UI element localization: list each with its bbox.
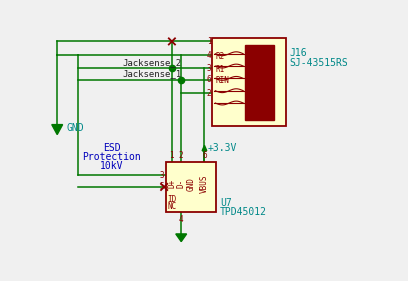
Text: SJ-43515RS: SJ-43515RS <box>290 58 348 68</box>
Text: 4: 4 <box>207 51 211 60</box>
Text: 1: 1 <box>170 151 174 160</box>
Text: ID: ID <box>167 195 177 204</box>
Polygon shape <box>52 124 62 135</box>
Text: 5: 5 <box>160 182 164 191</box>
Text: +3.3V: +3.3V <box>208 143 237 153</box>
Text: ESD: ESD <box>103 143 120 153</box>
Text: 6: 6 <box>207 75 211 84</box>
Text: J16: J16 <box>290 48 307 58</box>
Text: 3: 3 <box>160 171 164 180</box>
Text: R2: R2 <box>215 52 224 61</box>
Text: U7: U7 <box>220 198 232 208</box>
Text: 2: 2 <box>207 89 211 98</box>
Text: 4: 4 <box>179 216 184 225</box>
Text: RIN: RIN <box>215 76 229 85</box>
Text: D-: D- <box>177 179 186 189</box>
Text: 3: 3 <box>207 64 211 73</box>
Bar <box>212 38 286 126</box>
Bar <box>166 162 216 212</box>
Text: 6: 6 <box>202 151 207 160</box>
Text: 2: 2 <box>179 151 184 160</box>
Text: NC: NC <box>167 203 177 212</box>
Polygon shape <box>176 234 186 242</box>
Bar <box>245 44 274 120</box>
Text: R1: R1 <box>215 65 224 74</box>
Text: GND: GND <box>67 123 84 133</box>
Text: Protection: Protection <box>82 152 141 162</box>
Text: Jacksense_1: Jacksense_1 <box>122 69 181 78</box>
Text: Jacksense_2: Jacksense_2 <box>122 58 181 67</box>
Text: VBUS: VBUS <box>200 175 209 193</box>
FancyArrow shape <box>202 145 207 151</box>
Text: 10kV: 10kV <box>100 161 123 171</box>
Text: TPD45012: TPD45012 <box>220 207 267 217</box>
Text: GND: GND <box>187 177 196 191</box>
Text: 1: 1 <box>207 37 211 46</box>
Text: D+: D+ <box>167 179 176 189</box>
